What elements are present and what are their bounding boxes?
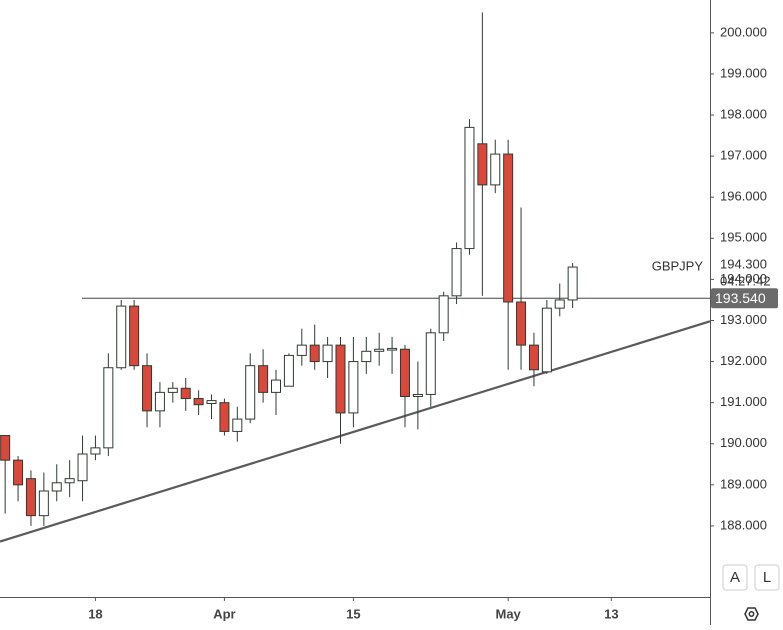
candle-body (528, 344, 539, 371)
candle-body (322, 344, 333, 363)
candle-body (232, 418, 243, 432)
candle-body (451, 248, 462, 297)
candle-body (374, 348, 385, 352)
log-scale-button[interactable] (754, 564, 780, 591)
y-tick-label: 190.000 (720, 435, 767, 450)
x-tick-label: 15 (346, 606, 360, 621)
y-tick-label: 197.000 (720, 148, 767, 163)
candle-body (25, 478, 36, 517)
y-tick-label: 196.000 (720, 189, 767, 204)
x-tick-label: 13 (604, 606, 618, 621)
candle-body (490, 153, 501, 186)
candle-body (219, 402, 230, 432)
candle-body (283, 354, 294, 387)
candle-body (348, 361, 359, 414)
candle-body (142, 365, 153, 412)
last-price-label: 194.300 (720, 257, 767, 272)
countdown-label: 04:27:42 (720, 274, 771, 289)
y-tick-label: 198.000 (720, 106, 767, 121)
candle-body (464, 126, 475, 250)
candle-body (64, 478, 75, 484)
candle-body (116, 305, 127, 369)
candle-body (477, 143, 488, 186)
candle-body (335, 344, 346, 414)
candle-body (51, 482, 62, 492)
y-tick-label: 193.000 (720, 312, 767, 327)
candle-body (193, 398, 204, 406)
auto-scale-button[interactable] (722, 564, 748, 591)
candle-body (90, 447, 101, 455)
y-tick-label: 195.000 (720, 230, 767, 245)
y-tick-label: 189.000 (720, 476, 767, 491)
symbol-label: GBPJPY (652, 258, 704, 273)
settings-button[interactable] (744, 607, 759, 621)
plot-area (0, 12, 711, 543)
y-tick-label: 194.000 (720, 271, 767, 286)
candle-body (154, 391, 165, 412)
candle-body (271, 379, 282, 393)
candle-body (554, 299, 565, 309)
candle-body (103, 367, 114, 449)
candle-body (361, 350, 372, 363)
level-price-box (711, 288, 778, 309)
candle-body (258, 365, 269, 393)
x-tick-label: May (496, 606, 522, 621)
candle-body (567, 266, 578, 301)
level-price-label: 193.540 (715, 290, 766, 306)
candle-body (541, 307, 552, 373)
y-tick-label: 192.000 (720, 353, 767, 368)
candle-body (387, 347, 398, 351)
candle-body (0, 435, 11, 461)
trendline (0, 320, 711, 543)
candle-body (206, 400, 217, 404)
y-tick-label: 188.000 (720, 517, 767, 532)
candle-body (425, 332, 436, 395)
candle-body (180, 387, 191, 400)
log-scale-letter[interactable]: L (763, 569, 771, 586)
candle-body (516, 301, 527, 346)
y-tick-label: 200.000 (720, 24, 767, 39)
candle-body (309, 344, 320, 363)
candle-body (438, 295, 449, 334)
candle-body (77, 453, 88, 482)
candle-body (129, 305, 140, 367)
auto-scale-letter[interactable]: A (730, 569, 740, 586)
y-tick-label: 199.000 (720, 65, 767, 80)
candle-body (13, 459, 24, 486)
x-tick-label: 18 (88, 606, 102, 621)
settings-icon[interactable] (744, 607, 759, 621)
candle-body (245, 365, 256, 420)
candle-body (412, 393, 423, 397)
candle-body (38, 490, 49, 517)
settings-icon-dot[interactable] (748, 611, 755, 617)
candle-body (296, 344, 307, 356)
y-tick-label: 191.000 (720, 394, 767, 409)
x-tick-label: Apr (213, 606, 235, 621)
candle-body (167, 387, 178, 393)
candle-body (399, 348, 410, 397)
candle-body (503, 153, 514, 303)
